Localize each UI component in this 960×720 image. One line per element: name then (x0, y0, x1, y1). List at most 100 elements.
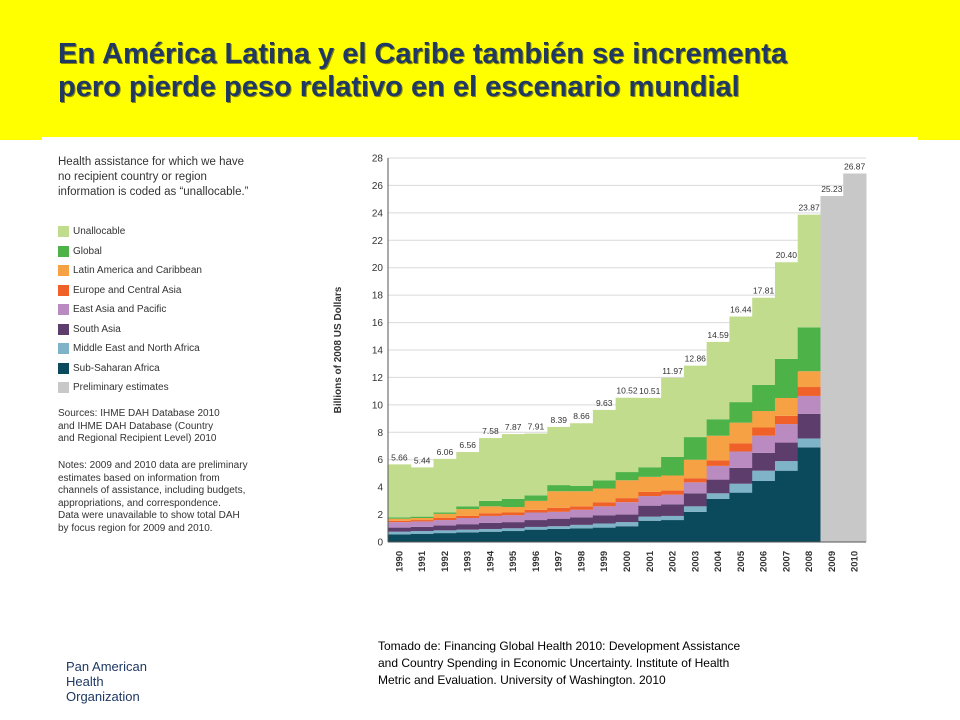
caption-line: Tomado de: Financing Global Health 2010:… (378, 639, 741, 653)
bar-segment (433, 525, 457, 531)
bar-segment (501, 498, 526, 508)
total-data-label: 14.59 (707, 330, 729, 340)
legend-label: Global (73, 245, 102, 257)
bar-segment (547, 528, 571, 542)
x-tick-label: 1998 (576, 551, 587, 572)
preliminary-data-label: 25.23 (821, 184, 843, 194)
bar-segment (774, 398, 799, 416)
x-tick-label: 1999 (599, 551, 610, 572)
bar-segment (388, 517, 412, 519)
bar-segment (570, 485, 594, 492)
y-tick-label: 18 (372, 291, 384, 302)
legend-swatch (58, 343, 69, 355)
bar-segment (729, 467, 753, 484)
total-data-label: 11.97 (662, 366, 683, 376)
bar-segment (706, 465, 730, 480)
bar-segment (433, 530, 457, 534)
total-data-label: 10.52 (616, 386, 638, 396)
bar-segment (501, 522, 526, 529)
bar-segment (706, 460, 730, 466)
sources-note: Sources: IHME DAH Database 2010 and IHME… (58, 408, 318, 446)
legend-label: South Asia (73, 323, 121, 335)
total-data-label: 6.56 (459, 440, 476, 450)
bar-segment (797, 395, 821, 414)
bar-segment (547, 426, 571, 486)
bar-segment (433, 512, 457, 514)
legend-swatch (58, 323, 69, 335)
bar-segment (706, 435, 730, 461)
bar-segment (615, 472, 639, 481)
caption-line: Metric and Evaluation. University of Was… (378, 673, 666, 687)
bar-segment (592, 506, 617, 516)
bar-segment (410, 531, 435, 534)
bar-segment (797, 447, 821, 542)
bar-segment (479, 500, 503, 507)
total-data-label: 5.44 (414, 455, 431, 465)
bar-segment (683, 482, 708, 494)
bar-segment (524, 509, 548, 513)
y-tick-label: 26 (372, 181, 384, 192)
bar-segment (570, 506, 594, 510)
bar-segment (592, 515, 617, 524)
bar-segment (683, 493, 708, 507)
bar-segment (433, 533, 457, 542)
x-tick-label: 2003 (690, 551, 701, 572)
x-tick-label: 1994 (485, 550, 496, 572)
bar-segment (638, 505, 662, 517)
x-tick-label: 2010 (850, 551, 861, 572)
bar-segment (729, 451, 753, 468)
legend-heading-line: Health assistance for which we have (58, 156, 245, 168)
bar-segment (729, 483, 753, 493)
bar-segment (706, 341, 730, 420)
bar-segment (479, 522, 503, 529)
source-caption: Tomado de: Financing Global Health 2010:… (378, 638, 858, 689)
y-tick-label: 0 (377, 538, 383, 549)
bar-segment (683, 478, 708, 483)
bar-segment (524, 500, 548, 510)
legend-label: Latin America and Caribbean (73, 265, 202, 277)
bar-segment (479, 528, 503, 532)
x-tick-label: 2006 (759, 551, 770, 572)
legend-label: Europe and Central Asia (73, 284, 182, 296)
bar-segment (752, 411, 776, 428)
legend-swatch (58, 265, 69, 277)
legend-swatch (58, 226, 69, 238)
y-tick-label: 4 (377, 483, 383, 494)
y-tick-label: 6 (377, 455, 383, 466)
bar-segment (638, 491, 662, 497)
bar-segment (774, 424, 799, 443)
bar-segment (774, 470, 799, 542)
notes-line: channels of assistance, including budget… (58, 485, 246, 496)
bar-segment (615, 514, 639, 523)
bar-segment (433, 518, 457, 521)
bar-segment (433, 458, 457, 513)
bar-segment (501, 515, 526, 523)
total-data-label: 5.66 (391, 452, 408, 462)
bar-segment (797, 413, 821, 439)
bar-segment (683, 506, 708, 512)
sources-line: and IHME DAH Database (Country (58, 420, 214, 432)
caption-line: and Country Spending in Economic Uncerta… (378, 656, 730, 670)
x-tick-label: 1993 (463, 551, 474, 572)
bar-segment (638, 516, 662, 521)
x-tick-label: 2000 (622, 551, 633, 572)
x-tick-label: 1990 (394, 551, 405, 572)
bar-segment (615, 502, 639, 515)
bar-segment (797, 371, 821, 388)
bar-segment (547, 485, 571, 492)
bar-segment (388, 522, 412, 528)
bar-segment (456, 506, 480, 510)
notes-line: by focus region for 2009 and 2010. (58, 522, 213, 534)
legend-swatch (58, 362, 69, 374)
notes-line: Data were unavailable to show total DAH (58, 510, 240, 521)
total-data-label: 7.87 (505, 422, 522, 432)
bar-segment (592, 480, 617, 489)
bar-segment (729, 402, 753, 423)
bar-segment (797, 327, 821, 372)
bar-segment (615, 480, 639, 499)
org-line: Health (66, 674, 104, 689)
slide-title-line: En América Latina y el Caribe también se… (58, 38, 788, 70)
bar-segment (638, 397, 662, 468)
bar-segment (570, 491, 594, 507)
bar-segment (456, 529, 480, 533)
